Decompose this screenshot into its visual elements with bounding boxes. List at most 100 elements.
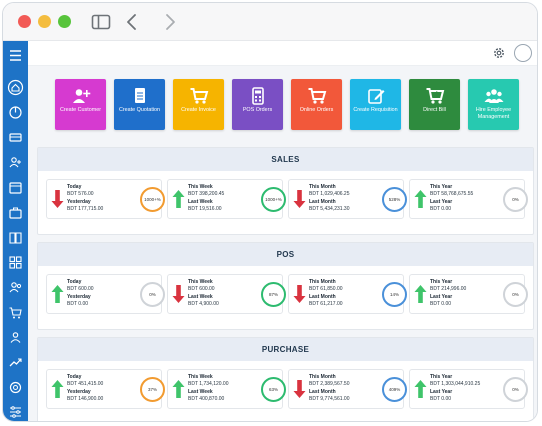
stat-card: This Week BDT 1,734,120.00 Last Week BDT 40… (167, 369, 286, 409)
period-value: BDT 214,996.00 (430, 286, 467, 292)
add-user-icon (71, 87, 91, 105)
period-label: Today (67, 184, 82, 190)
quick-action-online-orders[interactable]: Online Orders (291, 79, 342, 130)
dashboard-content: Create Customer Create Quotation Create In… (28, 66, 537, 421)
arrow-up-icon (414, 189, 427, 209)
sliders-icon[interactable] (7, 403, 24, 420)
quick-action-pos-orders[interactable]: POS Orders (232, 79, 283, 130)
avatar[interactable] (514, 44, 532, 62)
close-window-button[interactable] (18, 15, 31, 28)
period-label: This Month (309, 279, 336, 285)
minimize-window-button[interactable] (38, 15, 51, 28)
percent-ring: 409% (382, 377, 407, 402)
stat-card: Today BDT 576.00 Yesterday BDT 177,715.00 10… (46, 179, 165, 219)
percent-ring: 63% (261, 377, 286, 402)
quick-action-create-invoice[interactable]: Create Invoice (173, 79, 224, 130)
home-icon[interactable] (7, 79, 24, 96)
compare-label: Last Month (309, 294, 336, 300)
quick-action-hire-employee-management[interactable]: Hire Employee Management (468, 79, 519, 130)
period-label: This Year (430, 374, 453, 380)
percent-ring: 1000+% (140, 187, 165, 212)
forward-arrow-icon[interactable] (163, 12, 177, 32)
edit-icon (366, 87, 386, 105)
quick-action-create-customer[interactable]: Create Customer (55, 79, 106, 130)
arrow-down-icon (51, 189, 64, 209)
period-label: Today (67, 374, 82, 380)
compare-label: Last Week (188, 389, 213, 395)
stat-card: This Year BDT 214,996.00 Last Year BDT 0.00… (409, 274, 528, 314)
arrow-up-icon (172, 189, 185, 209)
quick-action-direct-bill[interactable]: Direct Bill (409, 79, 460, 130)
section-purchase: PURCHASE Today BDT 451,415.00 Yesterday BDT … (37, 337, 534, 421)
briefcase-icon[interactable] (7, 204, 24, 221)
percent-ring: 14% (382, 282, 407, 307)
quick-action-label: Create Customer (59, 107, 102, 113)
stat-card: This Week BDT 600.00 Last Week BDT 4,900.00… (167, 274, 286, 314)
menu-icon[interactable] (7, 47, 24, 64)
compare-value: BDT 400,870.00 (188, 396, 225, 402)
quick-action-create-requisition[interactable]: Create Requisition (350, 79, 401, 130)
team-icon[interactable] (7, 329, 24, 346)
arrow-down-icon (293, 284, 306, 304)
stat-card: This Year BDT 1,303,044,910.25 Last Year BD… (409, 369, 528, 409)
compare-label: Last Month (309, 389, 336, 395)
stat-card: This Week BDT 398,200.45 Last Week BDT 19,5… (167, 179, 286, 219)
cart-icon[interactable] (7, 304, 24, 321)
payments-icon[interactable] (7, 129, 24, 146)
arrow-up-icon (51, 284, 64, 304)
sidebar-toggle-icon[interactable] (91, 12, 111, 32)
document-icon (130, 87, 150, 105)
window-titlebar (3, 3, 537, 41)
book-icon[interactable] (7, 229, 24, 246)
customers-icon[interactable] (7, 154, 24, 171)
dashboard-icon[interactable] (7, 104, 24, 121)
trend-icon[interactable] (7, 354, 24, 371)
cart-add-icon (425, 87, 445, 105)
quick-action-create-quotation[interactable]: Create Quotation (114, 79, 165, 130)
period-label: Today (67, 279, 82, 285)
cart-icon (189, 87, 209, 105)
compare-label: Last Year (430, 294, 453, 300)
compare-value: BDT 177,715.00 (67, 206, 104, 212)
top-bar (28, 41, 537, 66)
percent-ring: 0% (503, 377, 528, 402)
period-value: BDT 58,768,675.55 (430, 191, 474, 197)
gear-icon[interactable] (492, 46, 506, 60)
percent-ring: 87% (261, 282, 286, 307)
compare-label: Last Year (430, 199, 453, 205)
percent-ring: 0% (503, 187, 528, 212)
quick-action-label: Create Requisition (353, 107, 398, 113)
quick-action-label: POS Orders (242, 107, 273, 113)
compare-value: BDT 146,900.00 (67, 396, 104, 402)
stat-card: Today BDT 451,415.00 Yesterday BDT 146,900.… (46, 369, 165, 409)
maximize-window-button[interactable] (58, 15, 71, 28)
period-value: BDT 1,303,044,910.25 (430, 381, 481, 387)
compare-value: BDT 61,217.00 (309, 301, 343, 307)
arrow-up-icon (172, 379, 185, 399)
period-value: BDT 2,389,567.50 (309, 381, 350, 387)
period-value: BDT 1,734,120.00 (188, 381, 229, 387)
period-value: BDT 1,029,406.25 (309, 191, 350, 197)
compare-value: BDT 9,774,561.00 (309, 396, 350, 402)
badge-icon[interactable] (7, 379, 24, 396)
compare-value: BDT 19,516.00 (188, 206, 222, 212)
users-icon[interactable] (7, 279, 24, 296)
arrow-up-icon (414, 379, 427, 399)
compare-label: Last Week (188, 294, 213, 300)
calendar-icon[interactable] (7, 179, 24, 196)
period-label: This Year (430, 279, 453, 285)
period-label: This Week (188, 279, 213, 285)
period-value: BDT 600.00 (188, 286, 215, 292)
compare-label: Yesterday (67, 199, 91, 205)
stat-card: This Month BDT 1,029,406.25 Last Month BDT … (288, 179, 407, 219)
compare-label: Last Week (188, 199, 213, 205)
period-value: BDT 576.00 (67, 191, 94, 197)
period-label: This Month (309, 184, 336, 190)
section-pos: POS Today BDT 600.00 Yesterday BDT 0.00 0% Thi… (37, 242, 534, 330)
back-arrow-icon[interactable] (125, 12, 139, 32)
period-value: BDT 61,850.00 (309, 286, 343, 292)
stat-card: Today BDT 600.00 Yesterday BDT 0.00 0% (46, 274, 165, 314)
app-window: Create Customer Create Quotation Create In… (2, 2, 538, 422)
compare-value: BDT 4,900.00 (188, 301, 219, 307)
grid-icon[interactable] (7, 254, 24, 271)
